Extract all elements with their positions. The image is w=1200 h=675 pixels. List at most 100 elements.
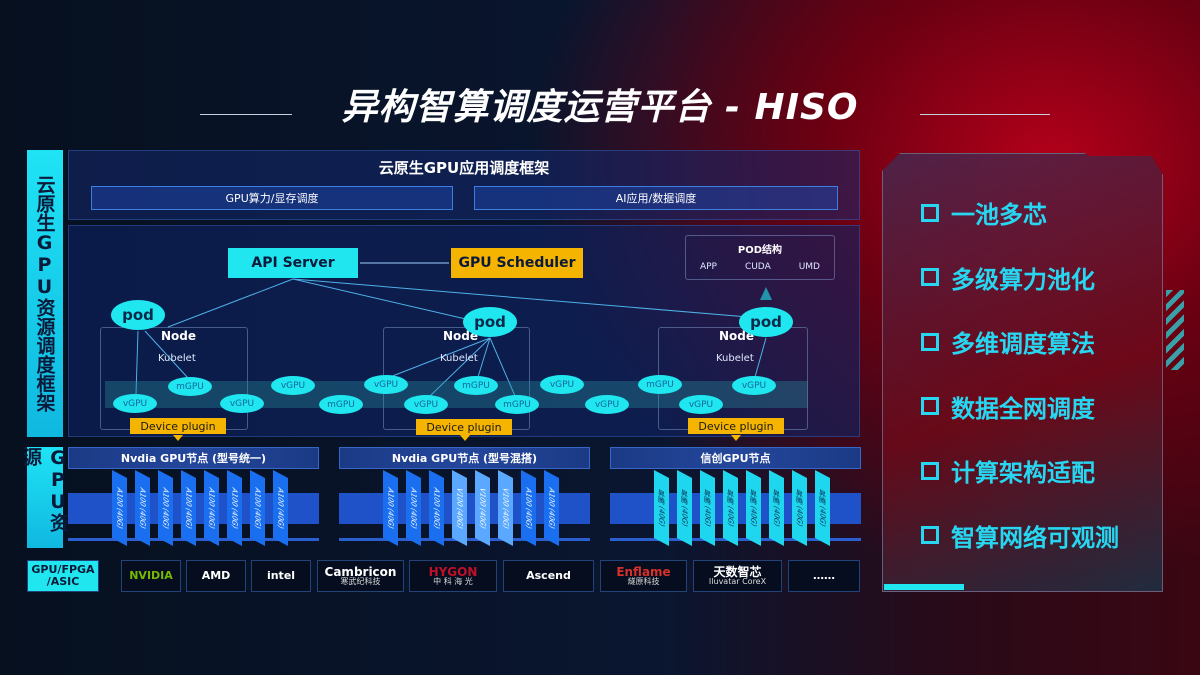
gpu-card: A100 (40G)	[250, 470, 265, 546]
line-api-node1	[167, 278, 294, 328]
gpu-compute-scheduling: GPU算力/显存调度	[91, 186, 453, 210]
vendor-name: HYGON	[428, 564, 478, 579]
gpu-unit: vGPU	[271, 376, 315, 395]
pod-structure-arrow	[760, 287, 772, 300]
gpu-card: A100 (40G)	[204, 470, 219, 546]
feature-item: 计算架构适配	[921, 453, 1095, 488]
gpu-card: A100 (40G)	[158, 470, 173, 546]
vendor-name: 天数智芯	[713, 564, 762, 579]
gpu-unit: vGPU	[679, 395, 723, 414]
gpu-card: 昇腾 (40G)	[769, 470, 784, 546]
gpu-unit: mGPU	[454, 376, 498, 395]
gpu-unit: mGPU	[495, 395, 539, 414]
feature-label: 一池多芯	[951, 201, 1047, 229]
gpu-group-title: 信创GPU节点	[610, 447, 861, 469]
vendor-logo-enflame: Enflame 燧原科技	[600, 560, 687, 592]
feature-label: 多级算力池化	[951, 265, 1095, 294]
pod-2: pod	[463, 307, 517, 337]
gpu-card: A100 (40G)	[429, 470, 444, 546]
vendor-logo-cambricon: Cambricon 寒武纪科技	[317, 560, 404, 592]
line-pod2-a	[389, 337, 491, 378]
ai-data-scheduling: AI应用/数据调度	[474, 186, 838, 210]
vendor-subname: 燧原科技	[627, 577, 660, 587]
kubelet-label-3: Kubelet	[716, 353, 754, 364]
feature-label: 数据全网调度	[951, 394, 1095, 423]
title-deco-right	[920, 114, 1050, 115]
vendor-logo-more: 天数智芯 Iluvatar CoreX	[693, 560, 782, 592]
device-plugin-1: Device plugin	[130, 418, 226, 434]
gpu-card: A100 (40G)	[227, 470, 242, 546]
gpu-card: A100 (40G)	[544, 470, 559, 546]
gpu-card: V100 (40G)	[475, 470, 490, 546]
gpu-unit: vGPU	[732, 376, 776, 395]
line-pod2-d	[489, 337, 516, 397]
device-plugin-2: Device plugin	[416, 419, 512, 435]
gpu-card: V100 (40G)	[498, 470, 513, 546]
gpu-card: 昇腾 (40G)	[677, 470, 692, 546]
node-label-2: Node	[443, 329, 479, 343]
gpu-unit: vGPU	[364, 375, 408, 394]
corner-accent	[884, 584, 964, 590]
gpu-card: 昇腾 (40G)	[723, 470, 738, 546]
feature-item: 多维调度算法	[921, 324, 1095, 359]
vendor-logo-hygon: HYGON 中 科 海 光	[409, 560, 497, 592]
vendor-subname: Iluvatar CoreX	[708, 577, 767, 587]
line-pod2-c	[477, 337, 491, 378]
gpu-unit: vGPU	[404, 395, 448, 414]
gpu-card: A100 (40G)	[112, 470, 127, 546]
pod-item-app: APP	[699, 262, 717, 272]
vendor-subname: 寒武纪科技	[340, 577, 381, 587]
line-pod1-mgpu	[144, 330, 189, 379]
vendor-name: Cambricon	[324, 564, 397, 579]
pod-3: pod	[739, 307, 793, 337]
checkbox-square-icon	[921, 203, 939, 222]
feature-item: 一池多芯	[921, 195, 1047, 230]
gpu-card: 昇腾 (40G)	[700, 470, 715, 546]
vendor-logo-more: ……	[788, 560, 860, 592]
checkbox-square-icon	[921, 332, 939, 351]
page-title: 异构智算调度运营平台 - HISO	[341, 87, 859, 128]
feature-label: 计算架构适配	[951, 459, 1095, 487]
gpu-unit: vGPU	[585, 395, 629, 414]
gpu-card: A100 (40G)	[273, 470, 288, 546]
device-plugin-3: Device plugin	[688, 418, 784, 434]
gpu-card: A100 (40G)	[383, 470, 398, 546]
line-pod2-b	[429, 337, 491, 397]
vendor-logo-amd: AMD	[186, 560, 246, 592]
line-pod3	[754, 337, 767, 378]
line-api-node2	[292, 278, 471, 321]
vendor-name: AMD	[201, 569, 231, 583]
node-label-3: Node	[719, 329, 755, 343]
gpu-card: A100 (40G)	[521, 470, 536, 546]
gpu-group-title: Nvdia GPU节点 (型号统一)	[68, 447, 319, 469]
vendor-row-label: GPU/FPGA /ASIC	[27, 560, 99, 592]
vendor-label-line2: /ASIC	[46, 575, 80, 588]
stripe-deco	[1166, 290, 1184, 370]
vendor-name: intel	[266, 569, 296, 583]
kubelet-label-2: Kubelet	[440, 353, 478, 364]
feature-item: 智算网络可观测	[921, 518, 1119, 553]
node-label-1: Node	[161, 329, 197, 343]
gpu-card: V100 (40G)	[452, 470, 467, 546]
gpu-scheduler-box: GPU Scheduler	[451, 248, 583, 278]
vendor-logo-intel: intel	[251, 560, 311, 592]
kubelet-label-1: Kubelet	[158, 353, 196, 364]
vendor-name: Enflame	[616, 564, 671, 579]
feature-label: 多维调度算法	[951, 330, 1095, 358]
pod-structure-box: POD结构 APP CUDA UMD	[685, 235, 835, 280]
line-pod1-vgpu	[135, 330, 139, 395]
gpu-card: A100 (40G)	[135, 470, 150, 546]
gpu-card: A100 (40G)	[181, 470, 196, 546]
gpu-unit: vGPU	[540, 375, 584, 394]
vendor-label-line1: GPU/FPGA	[31, 563, 95, 577]
gpu-card: A100 (40G)	[406, 470, 421, 546]
gpu-unit: mGPU	[638, 375, 682, 394]
checkbox-square-icon	[921, 268, 939, 286]
vendor-name: Ascend	[526, 569, 571, 583]
api-server-box: API Server	[228, 248, 358, 278]
arrow-down-3	[731, 435, 741, 441]
gpu-card: 昇腾 (40G)	[792, 470, 807, 546]
arrow-down-1	[173, 435, 183, 441]
title-deco-left	[200, 114, 292, 115]
